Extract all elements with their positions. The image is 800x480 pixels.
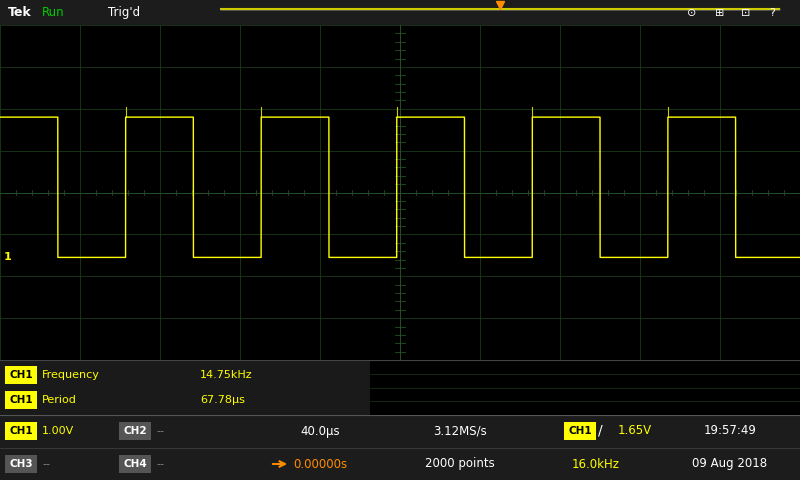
FancyBboxPatch shape [119,422,151,440]
FancyBboxPatch shape [5,391,37,409]
Text: ⊙: ⊙ [687,8,697,17]
Text: 2000 points: 2000 points [425,457,495,470]
Text: CH3: CH3 [9,459,33,469]
FancyBboxPatch shape [119,455,151,473]
Text: 40.0μs: 40.0μs [300,424,340,437]
Text: 1: 1 [4,252,12,263]
Text: /: / [598,424,602,438]
Text: 1.00V: 1.00V [42,426,74,436]
Text: 19:57:49: 19:57:49 [703,424,757,437]
Text: 14.75kHz: 14.75kHz [200,370,253,380]
Text: CH1: CH1 [568,426,592,436]
FancyBboxPatch shape [5,366,37,384]
FancyBboxPatch shape [5,422,37,440]
Text: 09 Aug 2018: 09 Aug 2018 [693,457,767,470]
FancyBboxPatch shape [0,360,370,415]
Text: --: -- [42,459,50,469]
Text: Run: Run [42,6,65,19]
FancyBboxPatch shape [5,455,37,473]
Text: CH1: CH1 [9,426,33,436]
Text: Frequency: Frequency [42,370,100,380]
Text: Period: Period [42,395,77,405]
Text: 16.0kHz: 16.0kHz [572,457,620,470]
Text: 0.00000s: 0.00000s [293,457,347,470]
Text: 1.65V: 1.65V [618,424,652,437]
Text: Trig'd: Trig'd [108,6,140,19]
Text: CH1: CH1 [9,395,33,405]
Text: CH1: CH1 [9,370,33,380]
FancyBboxPatch shape [564,422,596,440]
Text: --: -- [156,459,164,469]
Text: CH2: CH2 [123,426,147,436]
Text: 3.12MS/s: 3.12MS/s [433,424,487,437]
Text: ?: ? [769,8,775,17]
Text: CH4: CH4 [123,459,147,469]
Text: Tek: Tek [8,6,32,19]
Text: --: -- [156,426,164,436]
FancyBboxPatch shape [370,360,800,415]
Text: 67.78μs: 67.78μs [200,395,245,405]
Text: ⊞: ⊞ [715,8,725,17]
Text: ⊡: ⊡ [742,8,750,17]
